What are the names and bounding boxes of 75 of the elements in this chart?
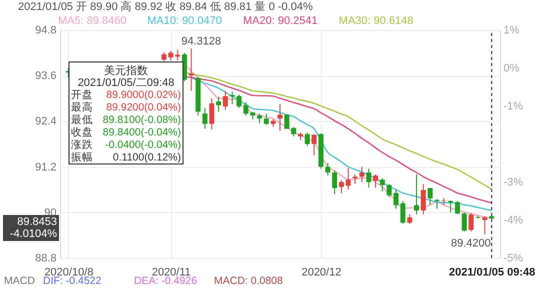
x-tick-label: 2020/12 xyxy=(302,266,342,278)
text: MA10: 90.0470 xyxy=(147,15,222,27)
annotation: 最低 xyxy=(71,114,93,126)
candlestick xyxy=(373,174,378,188)
annotation: 开盘 xyxy=(71,89,93,101)
text: DIF: -0.4522 xyxy=(43,275,102,287)
text: MA5: 89.8460 xyxy=(58,15,126,27)
annotation: 89.9200(0.04%) xyxy=(106,102,181,114)
text: MACD: 0.0808 xyxy=(214,275,284,287)
y-tick-label: 94.8 xyxy=(35,24,56,36)
text: 89.8453 xyxy=(17,216,57,228)
text: DEA: -0.4926 xyxy=(134,275,198,287)
y-tick-label: 92.4 xyxy=(35,116,56,128)
candlestick xyxy=(400,200,406,224)
candlestick xyxy=(420,183,426,215)
y2-tick-label: -3% xyxy=(504,176,524,188)
candlestick xyxy=(462,212,467,232)
candlestick xyxy=(332,170,338,195)
annotation: -0.0400(-0.04%) xyxy=(105,139,181,151)
annotation: 89.8100(-0.08%) xyxy=(102,114,181,126)
y2-tick-label: 1% xyxy=(504,24,520,36)
candlestick xyxy=(278,104,282,132)
candlestick xyxy=(394,189,399,210)
candlestick xyxy=(264,113,269,126)
candlestick xyxy=(236,94,242,108)
text: 2021/01/05 开 89.90 高 89.92 收 89.84 低 89.81 量 0 -0.04% xyxy=(18,0,313,13)
text: MA20: 90.2541 xyxy=(243,15,318,27)
annotation: 89.8400(-0.04%) xyxy=(102,126,181,138)
candlestick xyxy=(468,212,474,232)
annotation: 收盘 xyxy=(71,126,93,138)
y-tick-label: 88.8 xyxy=(35,252,56,264)
candlestick xyxy=(366,168,372,188)
candlestick xyxy=(216,96,222,112)
annotation: 振幅 xyxy=(71,152,93,164)
candlestick xyxy=(209,98,214,130)
candlestick xyxy=(338,180,344,194)
candlestick xyxy=(448,200,454,213)
x-tick-label: 2021/01/05 09:48 xyxy=(448,266,536,278)
candlestick xyxy=(222,90,228,110)
annotation: 89.9000(0.02%) xyxy=(106,89,181,101)
candlestick xyxy=(257,113,262,124)
y2-tick-label: -5% xyxy=(504,252,524,264)
candlestick xyxy=(352,174,358,184)
y2-tick-label: -1% xyxy=(504,100,524,112)
text: MACD xyxy=(4,275,36,287)
candlestick xyxy=(304,132,310,146)
candlestick xyxy=(359,166,364,182)
annotation: 最高 xyxy=(71,100,93,114)
annotation: 0.1100(0.12%) xyxy=(112,152,181,164)
candlestick xyxy=(407,214,412,224)
candlestick xyxy=(380,178,385,192)
candlestick xyxy=(312,134,317,156)
annotation: 2021/01/05/二09:48 xyxy=(78,77,174,89)
candlestick xyxy=(454,200,460,215)
text: MA30: 90.6148 xyxy=(338,15,414,27)
annotation: 涨跌 xyxy=(71,139,93,151)
candlestick xyxy=(414,174,420,215)
candlestick xyxy=(325,162,330,176)
candlestick xyxy=(441,197,446,206)
annotation: 94.3128 xyxy=(181,36,222,48)
candlestick xyxy=(202,107,208,130)
y-tick-label: 91.2 xyxy=(35,161,56,174)
candlestick xyxy=(188,48,194,92)
annotation: 89.4200 xyxy=(450,237,491,250)
candlestick xyxy=(482,216,488,235)
candlestick xyxy=(386,183,392,198)
y2-tick-label: -4% xyxy=(504,214,524,226)
candlestick xyxy=(161,52,166,62)
text: -4.0104% xyxy=(10,228,58,240)
y2-tick-label: 0% xyxy=(504,62,520,74)
candlestick xyxy=(230,91,235,105)
annotation: 美元指数 xyxy=(104,64,148,77)
candlestick xyxy=(346,167,351,190)
y-tick-label: 93.6 xyxy=(35,70,56,82)
candlestick xyxy=(428,187,433,206)
